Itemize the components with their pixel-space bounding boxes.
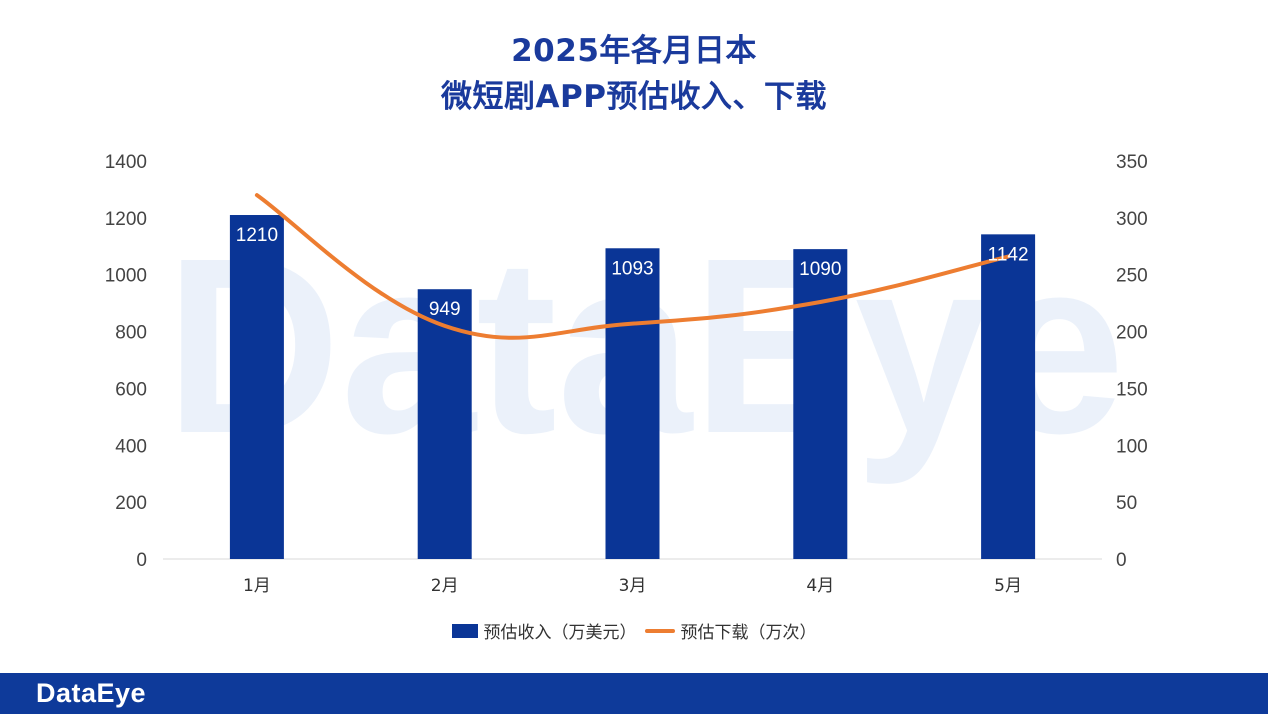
chart-title: 2025年各月日本 微短剧APP预估收入、下载 xyxy=(0,28,1268,120)
bar-3 xyxy=(605,248,660,560)
right-axis-tick: 350 xyxy=(1116,152,1148,173)
right-axis-tick: 100 xyxy=(1116,436,1148,457)
legend-item-downloads: 预估下载（万次） xyxy=(644,618,817,643)
legend-label-downloads: 预估下载（万次） xyxy=(680,623,817,643)
right-axis-tick: 300 xyxy=(1116,209,1148,230)
legend-bar-swatch xyxy=(451,623,478,638)
bar-1 xyxy=(229,215,284,559)
left-axis-tick: 1400 xyxy=(105,152,147,173)
legend: 预估收入（万美元） 预估下载（万次） xyxy=(0,618,1268,643)
x-axis-tick: 3月 xyxy=(619,576,647,596)
right-axis-tick: 250 xyxy=(1116,266,1148,287)
x-axis-tick: 4月 xyxy=(806,576,834,596)
left-axis-tick: 400 xyxy=(115,436,147,457)
x-axis-tick: 1月 xyxy=(243,576,271,596)
chart-title-line1: 2025年各月日本 xyxy=(511,33,757,69)
bar-5 xyxy=(981,234,1036,560)
x-axis-tick: 5月 xyxy=(994,576,1022,596)
bar-label-3: 1093 xyxy=(611,258,653,279)
legend-label-revenue: 预估收入（万美元） xyxy=(483,623,637,643)
right-axis-tick: 0 xyxy=(1116,550,1127,571)
left-axis-tick: 200 xyxy=(115,493,147,514)
left-axis-tick: 800 xyxy=(115,323,147,344)
bar-label-1: 1210 xyxy=(236,225,278,246)
bar-label-2: 949 xyxy=(429,299,461,320)
left-axis-tick: 600 xyxy=(115,379,147,400)
downloads-line xyxy=(254,193,1011,340)
legend-item-revenue: 预估收入（万美元） xyxy=(451,618,637,643)
right-axis-tick: 50 xyxy=(1116,493,1137,514)
bar-4 xyxy=(793,249,848,559)
footer-logo: DataEye xyxy=(36,678,147,708)
left-axis-tick: 1200 xyxy=(105,209,147,230)
legend-line-swatch xyxy=(644,628,675,633)
bar-label-4: 1090 xyxy=(799,259,841,280)
footer-bar: DataEye xyxy=(0,673,1268,714)
right-axis-tick: 200 xyxy=(1116,323,1148,344)
left-axis-tick: 0 xyxy=(136,550,147,571)
x-axis-tick: 2月 xyxy=(431,576,459,596)
left-axis-tick: 1000 xyxy=(105,266,147,287)
bar-2 xyxy=(417,289,472,559)
bar-label-5: 1142 xyxy=(988,244,1029,265)
right-axis-tick: 150 xyxy=(1116,379,1148,400)
chart-title-line2: 微短剧APP预估收入、下载 xyxy=(441,79,827,115)
